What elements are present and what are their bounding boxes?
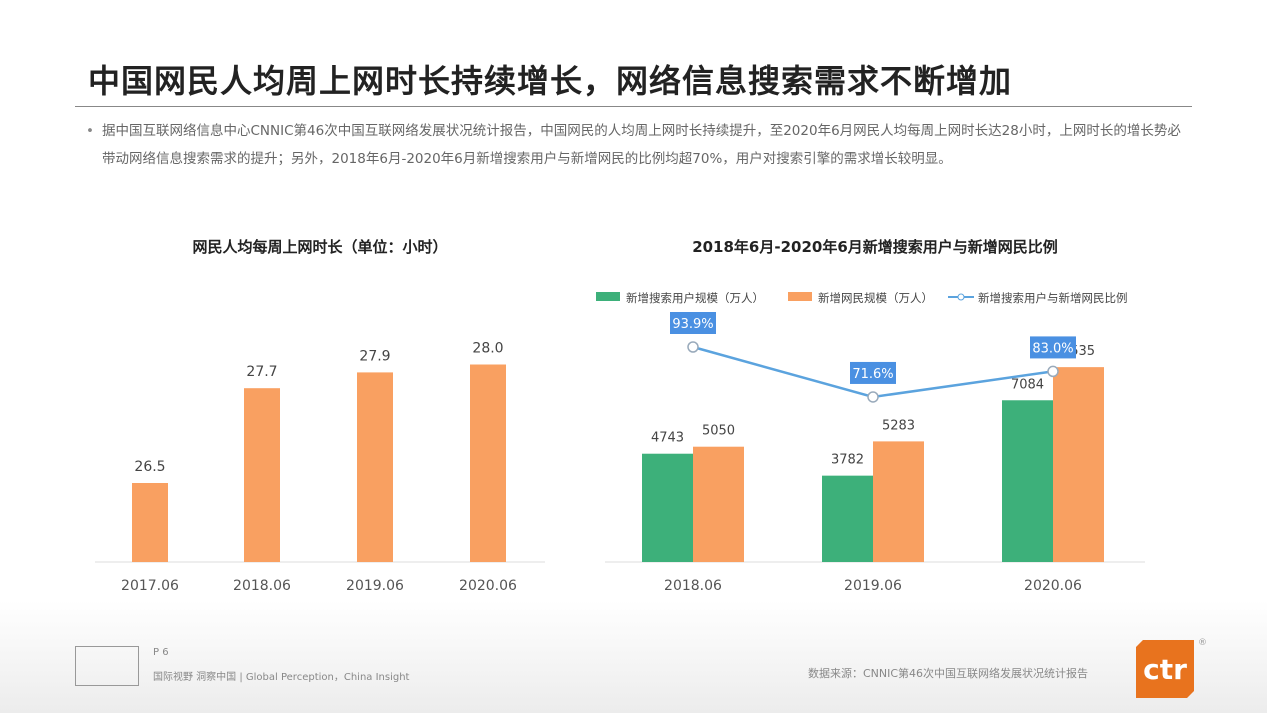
x-tick-label: 2017.06 <box>121 578 179 594</box>
legend-marker <box>957 293 965 301</box>
ratio-label: 83.0% <box>1032 341 1073 356</box>
data-label: 28.0 <box>472 341 503 357</box>
legend-label: 新增搜索用户规模（万人） <box>626 291 764 305</box>
chart-title: 2018年6月-2020年6月新增搜索用户与新增网民比例 <box>692 238 1058 256</box>
data-label: 5050 <box>702 424 735 439</box>
title-divider <box>75 106 1192 107</box>
line-point <box>1047 365 1059 378</box>
data-label: 7084 <box>1011 377 1044 392</box>
x-tick-label: 2020.06 <box>459 578 517 594</box>
bar <box>873 441 924 562</box>
ctr-logo: ctr <box>1136 640 1194 698</box>
x-tick-label: 2020.06 <box>1024 578 1082 594</box>
bar <box>1053 367 1104 562</box>
bar <box>132 483 168 562</box>
x-tick-label: 2018.06 <box>664 578 722 594</box>
data-label: 26.5 <box>134 459 165 475</box>
slogan: 国际视野 洞察中国 | Global Perception，China Insi… <box>153 672 410 683</box>
data-label: 4743 <box>651 431 684 446</box>
page-title: 中国网民人均周上网时长持续增长，网络信息搜索需求不断增加 <box>88 62 1013 100</box>
x-tick-label: 2019.06 <box>844 578 902 594</box>
ratio-label-bg <box>1030 336 1076 359</box>
legend-swatch <box>788 292 812 301</box>
legend-swatch <box>596 292 620 301</box>
ratio-label-bg <box>670 312 716 334</box>
footer-background <box>0 600 1267 713</box>
data-label: 27.9 <box>359 348 390 364</box>
summary-paragraph: • 据中国互联网络信息中心CNNIC第46次中国互联网络发展状况统计报告，中国网… <box>86 117 1191 173</box>
data-label: 5283 <box>882 418 915 433</box>
bar <box>1002 400 1053 562</box>
registered-mark: ® <box>1198 638 1207 648</box>
chart-title: 网民人均每周上网时长（单位：小时） <box>192 238 447 256</box>
bar <box>357 372 393 562</box>
bar <box>693 446 744 562</box>
bar <box>470 364 506 562</box>
legend-label: 新增网民规模（万人） <box>818 291 933 305</box>
bar <box>244 388 280 562</box>
bar <box>642 453 693 562</box>
bullet-icon: • <box>86 123 94 139</box>
page-number: P 6 <box>153 647 169 658</box>
data-source: 数据来源：CNNIC第46次中国互联网络发展状况统计报告 <box>808 667 1089 680</box>
bar <box>822 475 873 562</box>
x-tick-label: 2019.06 <box>346 578 404 594</box>
line-point <box>687 341 699 353</box>
line-point <box>867 391 879 403</box>
ratio-label: 71.6% <box>852 367 893 382</box>
certification-logo <box>75 646 139 686</box>
summary-text: 据中国互联网络信息中心CNNIC第46次中国互联网络发展状况统计报告，中国网民的… <box>102 123 1181 167</box>
legend-label: 新增搜索用户与新增网民比例 <box>978 291 1128 305</box>
x-tick-label: 2018.06 <box>233 578 291 594</box>
ratio-label-bg <box>850 361 896 384</box>
data-label: 3782 <box>831 453 864 468</box>
ratio-label: 93.9% <box>672 317 713 332</box>
data-label: 27.7 <box>246 364 277 380</box>
